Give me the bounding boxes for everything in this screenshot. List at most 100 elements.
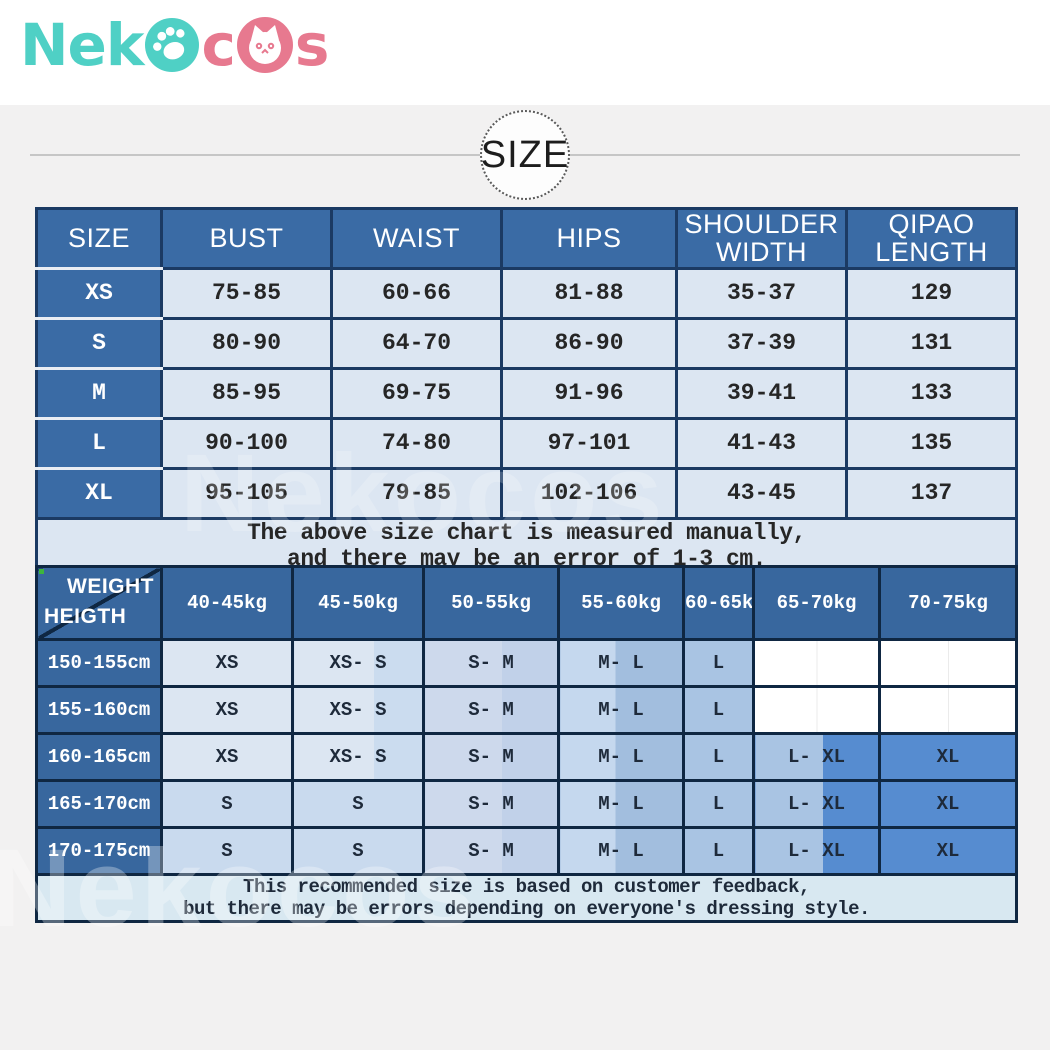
size-value-cell: 91-96 xyxy=(500,366,678,420)
size-table-row: M 85-95 69-75 91-96 39-41 133 xyxy=(35,366,1018,420)
recommend-size-cell: XS xyxy=(160,685,294,735)
size-value-cell: 95-105 xyxy=(160,466,333,520)
height-row-header: 150-155cm xyxy=(35,638,163,688)
weight-col-header: 50-55kg xyxy=(422,565,560,641)
paw-icon xyxy=(144,18,200,72)
size-section-badge: SIZE xyxy=(480,110,570,200)
recommend-size-cell: XS xyxy=(160,638,294,688)
logo-text-s: s xyxy=(294,11,330,79)
recommend-size-cell: XL xyxy=(878,732,1018,782)
recommend-size-cell: XS- S xyxy=(291,638,425,688)
recommend-size-cell: M- L xyxy=(557,732,685,782)
recommend-size-cell: S- M xyxy=(422,732,560,782)
recommend-size-cell: L xyxy=(682,732,755,782)
weight-col-header: 70-75kg xyxy=(878,565,1018,641)
weight-col-header: 60-65kg xyxy=(682,565,755,641)
size-value-cell: 131 xyxy=(845,316,1018,370)
size-row-header: M xyxy=(35,366,163,420)
size-value-cell: 135 xyxy=(845,416,1018,470)
recommend-size-cell: L- XL xyxy=(752,826,881,876)
size-value-cell: 86-90 xyxy=(500,316,678,370)
size-value-cell: 37-39 xyxy=(675,316,848,370)
recommend-table-row: 165-170cm S S S- M M- L L L- XL XL xyxy=(35,779,1018,829)
corner-height-label: HEIGTH xyxy=(44,605,127,628)
corner-weight-label: WEIGHT xyxy=(67,575,154,598)
recommend-size-cell: XL xyxy=(878,826,1018,876)
weight-col-header: 45-50kg xyxy=(291,565,425,641)
size-row-header: S xyxy=(35,316,163,370)
recommend-size-cell: M- L xyxy=(557,685,685,735)
recommend-size-cell: L xyxy=(682,826,755,876)
note2-line-1: This recommended size is based on custom… xyxy=(243,876,810,898)
recommend-size-cell: M- L xyxy=(557,779,685,829)
recommend-size-cell xyxy=(878,638,1018,688)
size-value-cell: 80-90 xyxy=(160,316,333,370)
size-table-row: S 80-90 64-70 86-90 37-39 131 xyxy=(35,316,1018,370)
recommend-size-table: WEIGHT HEIGTH 40-45kg 45-50kg 50-55kg 55-60… xyxy=(35,565,1018,923)
size-value-cell: 35-37 xyxy=(675,266,848,320)
height-row-header: 165-170cm xyxy=(35,779,163,829)
size-value-cell: 75-85 xyxy=(160,266,333,320)
size-table-row: XL 95-105 79-85 102-106 43-45 137 xyxy=(35,466,1018,520)
size-badge-label: SIZE xyxy=(480,133,570,176)
recommend-size-cell: S xyxy=(291,826,425,876)
height-row-header: 170-175cm xyxy=(35,826,163,876)
size-table-col-header: SHOULDER WIDTH xyxy=(675,207,848,270)
size-value-cell: 39-41 xyxy=(675,366,848,420)
height-row-header: 160-165cm xyxy=(35,732,163,782)
note2-line-2: but there may be errors depending on eve… xyxy=(183,898,870,920)
size-table-row: L 90-100 74-80 97-101 41-43 135 xyxy=(35,416,1018,470)
recommend-size-cell: S- M xyxy=(422,779,560,829)
recommend-table-header-row: WEIGHT HEIGTH 40-45kg 45-50kg 50-55kg 55-60… xyxy=(35,565,1018,641)
recommend-table-note: This recommended size is based on custom… xyxy=(35,873,1018,923)
size-table: SIZE BUST WAIST HIPS SHOULDER WIDTH QIPAO LEN… xyxy=(35,207,1018,575)
height-row-header: 155-160cm xyxy=(35,685,163,735)
brand-logo: Nek c xyxy=(20,11,330,79)
recommend-size-cell: XS xyxy=(160,732,294,782)
cat-face-icon xyxy=(236,17,294,73)
size-value-cell: 90-100 xyxy=(160,416,333,470)
size-table-row: XS 75-85 60-66 81-88 35-37 129 xyxy=(35,266,1018,320)
recommend-size-cell: L- XL xyxy=(752,732,881,782)
size-table-col-header: QIPAO LENGTH xyxy=(845,207,1018,270)
size-value-cell: 137 xyxy=(845,466,1018,520)
recommend-table-note-row: This recommended size is based on custom… xyxy=(35,873,1018,923)
size-value-cell: 74-80 xyxy=(330,416,503,470)
recommend-size-cell: L xyxy=(682,779,755,829)
size-row-header: XS xyxy=(35,266,163,320)
note-line-1: The above size chart is measured manuall… xyxy=(247,519,806,546)
recommend-size-cell: M- L xyxy=(557,826,685,876)
size-table-col-header: BUST xyxy=(160,207,333,270)
recommend-size-cell: L- XL xyxy=(752,779,881,829)
logo-text-nek: Nek xyxy=(20,11,144,79)
size-value-cell: 60-66 xyxy=(330,266,503,320)
recommend-size-cell xyxy=(878,685,1018,735)
size-table-col-header: WAIST xyxy=(330,207,503,270)
recommend-table-row: 160-165cm XS XS- S S- M M- L L L- XL XL xyxy=(35,732,1018,782)
size-value-cell: 133 xyxy=(845,366,1018,420)
recommend-size-cell: XS- S xyxy=(291,685,425,735)
recommend-size-cell: M- L xyxy=(557,638,685,688)
size-value-cell: 129 xyxy=(845,266,1018,320)
size-value-cell: 43-45 xyxy=(675,466,848,520)
recommend-size-cell: S xyxy=(291,779,425,829)
recommend-size-cell: XS- S xyxy=(291,732,425,782)
size-value-cell: 81-88 xyxy=(500,266,678,320)
weight-col-header: 55-60kg xyxy=(557,565,685,641)
size-table-col-header: HIPS xyxy=(500,207,678,270)
weight-col-header: 65-70kg xyxy=(752,565,881,641)
size-table-header-row: SIZE BUST WAIST HIPS SHOULDER WIDTH QIPAO LEN… xyxy=(35,207,1018,270)
recommend-size-cell: L xyxy=(682,685,755,735)
weight-col-header: 40-45kg xyxy=(160,565,294,641)
size-value-cell: 79-85 xyxy=(330,466,503,520)
recommend-size-cell: L xyxy=(682,638,755,688)
size-row-header: XL xyxy=(35,466,163,520)
recommend-size-cell: S xyxy=(160,779,294,829)
size-value-cell: 97-101 xyxy=(500,416,678,470)
size-section-divider: SIZE xyxy=(30,110,1020,200)
size-value-cell: 102-106 xyxy=(500,466,678,520)
size-row-header: L xyxy=(35,416,163,470)
